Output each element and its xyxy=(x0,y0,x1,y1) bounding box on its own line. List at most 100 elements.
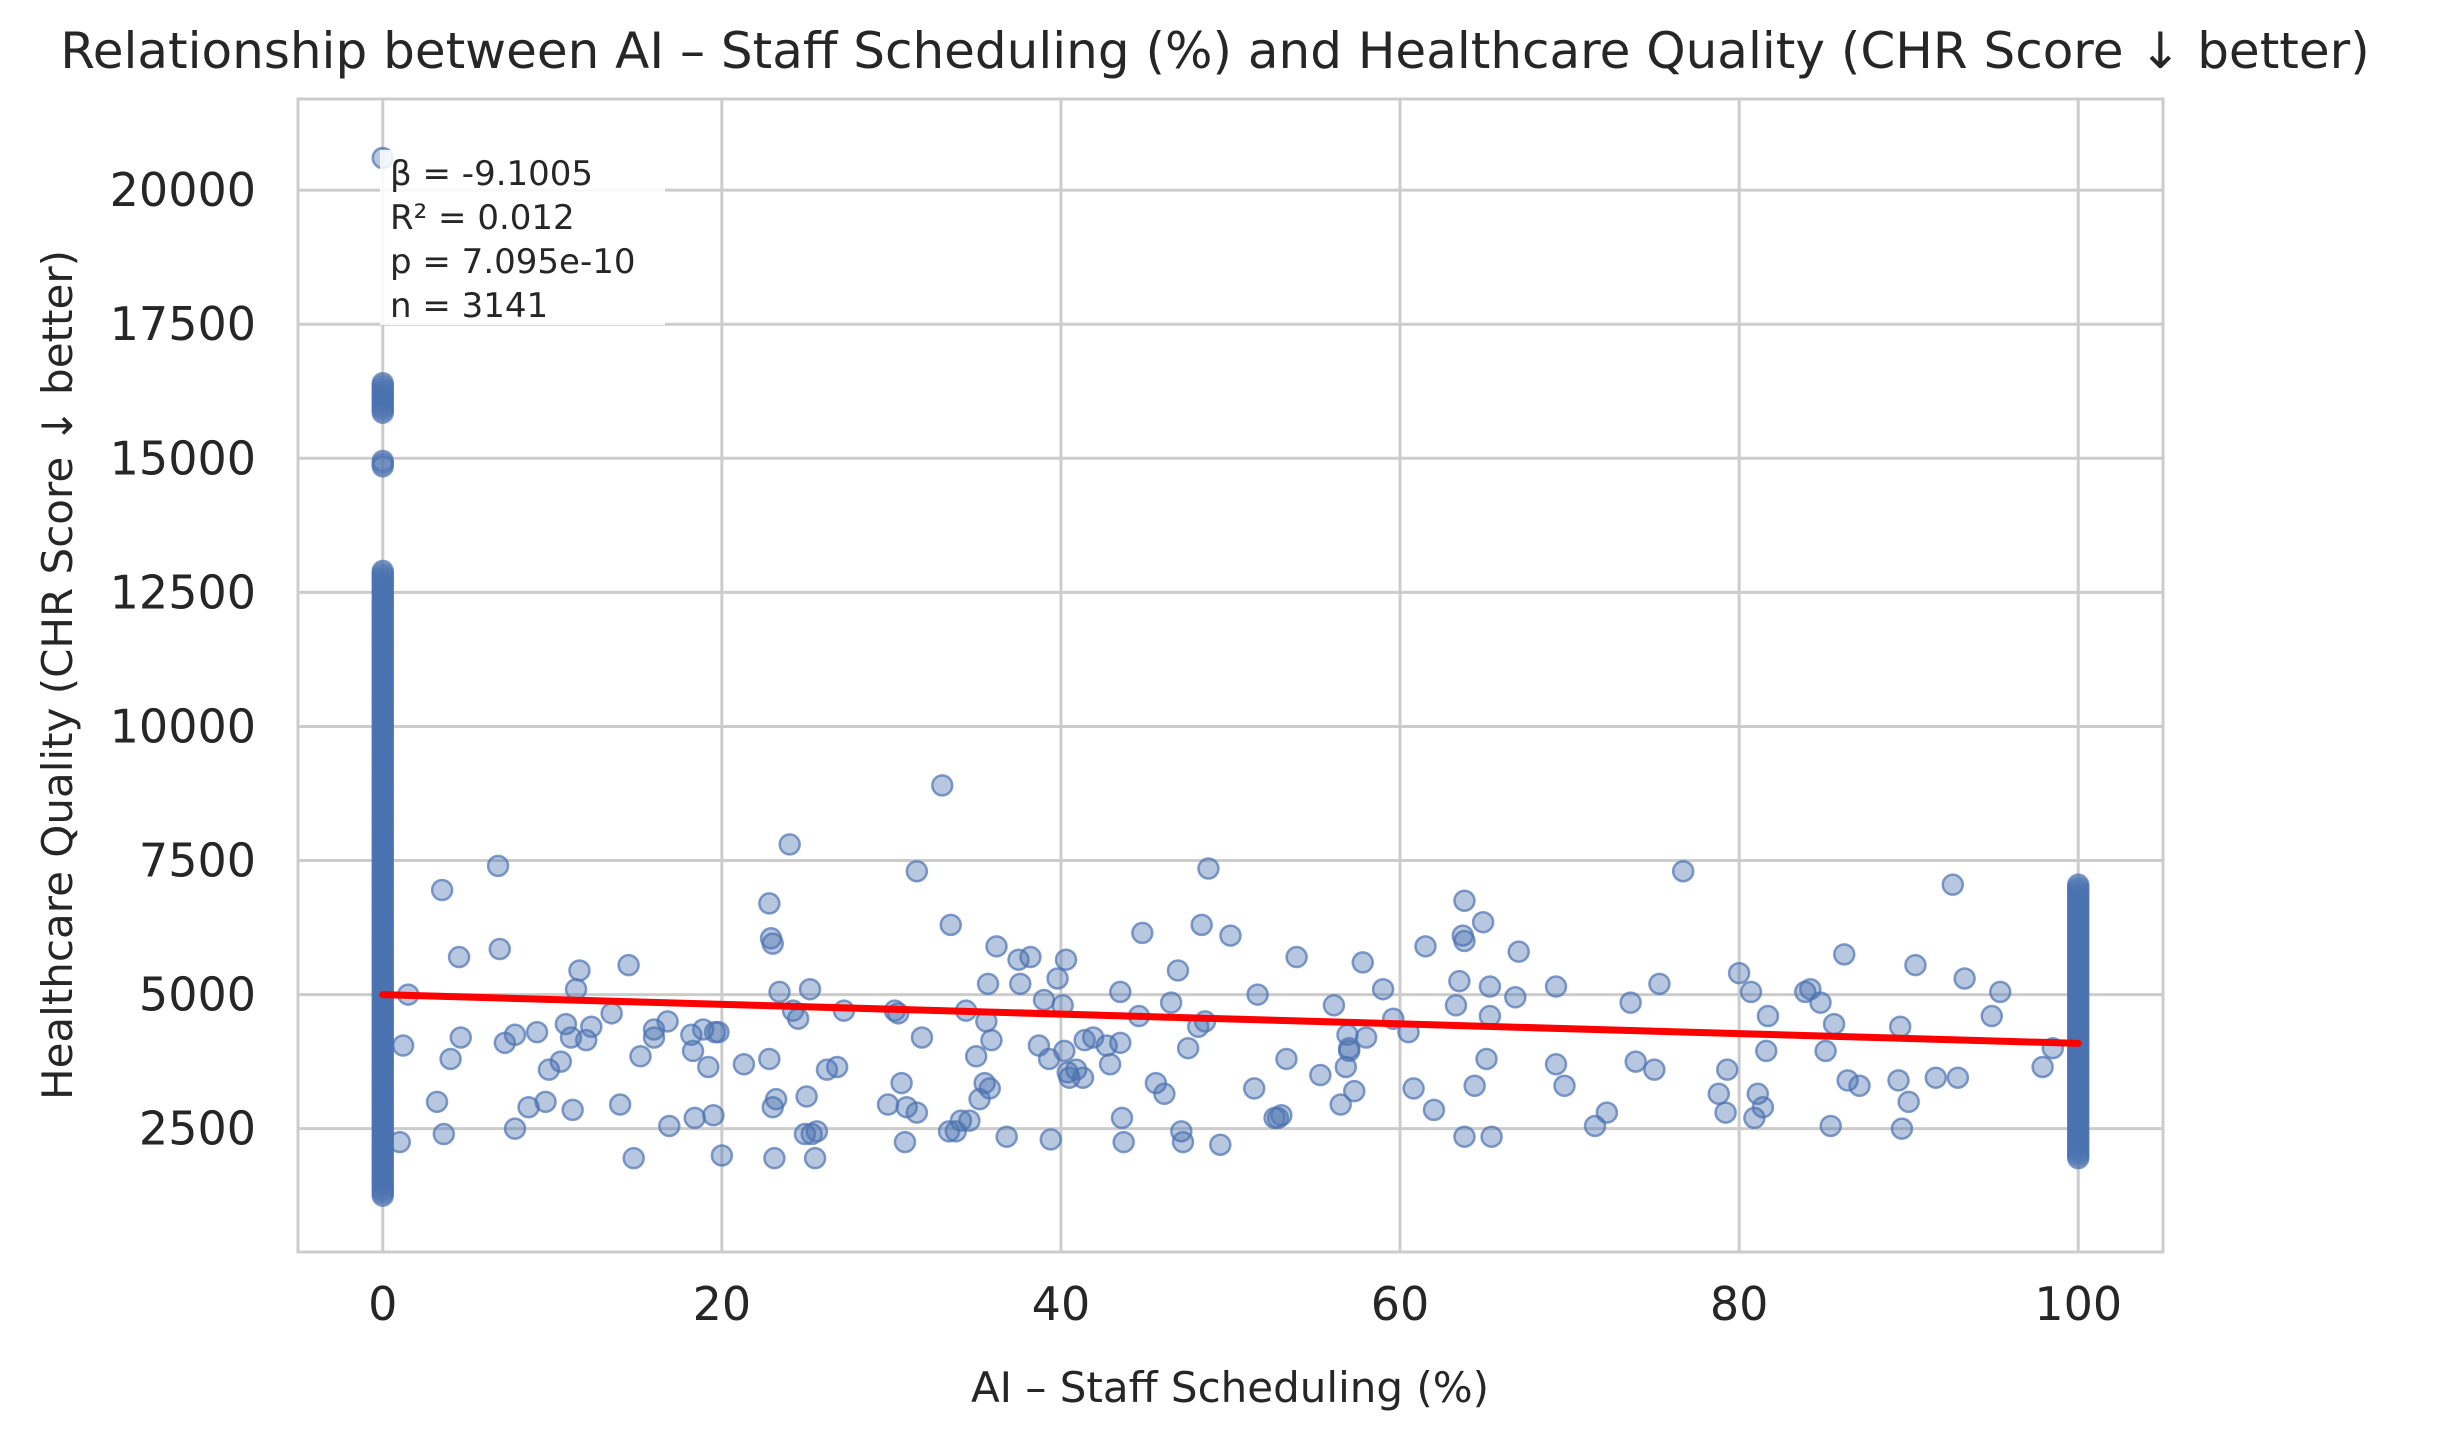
data-point xyxy=(1053,1039,1076,1063)
y-tick-label: 2500 xyxy=(139,1102,256,1156)
data-point xyxy=(488,937,512,961)
data-point xyxy=(825,1055,849,1079)
data-point xyxy=(1544,1053,1568,1076)
data-point xyxy=(1648,972,1671,996)
stat-n: n = 3141 xyxy=(390,286,548,326)
data-point xyxy=(1110,1106,1134,1130)
data-point xyxy=(1337,1036,1361,1060)
data-point xyxy=(1453,889,1476,912)
data-point xyxy=(980,1028,1003,1052)
data-point xyxy=(890,1071,913,1095)
data-point xyxy=(430,878,454,902)
data-point xyxy=(554,1012,578,1036)
data-point xyxy=(1309,1063,1332,1087)
data-point xyxy=(1242,1077,1266,1100)
data-point xyxy=(425,1090,449,1114)
data-point xyxy=(1553,1074,1576,1098)
x-axis-label: AI – Staff Scheduling (%) xyxy=(971,1363,1489,1412)
data-point xyxy=(795,1085,818,1108)
data-point xyxy=(732,1053,756,1076)
data-point xyxy=(561,1098,584,1122)
data-point xyxy=(447,945,471,969)
data-point xyxy=(1351,951,1374,974)
data-point xyxy=(1504,986,1527,1009)
data-point xyxy=(549,1050,573,1073)
data-point xyxy=(1270,1103,1293,1127)
data-point xyxy=(1836,1069,1859,1092)
data-point xyxy=(1624,1050,1647,1073)
data-point xyxy=(1109,980,1132,1004)
data-point xyxy=(1544,975,1568,998)
data-point xyxy=(1197,857,1220,880)
stat-beta: β = -9.1005 xyxy=(390,154,593,194)
data-point xyxy=(629,1045,652,1068)
data-point xyxy=(798,977,822,1001)
data-point xyxy=(1209,1133,1232,1156)
data-point xyxy=(1098,1053,1122,1076)
data-point xyxy=(1619,991,1642,1014)
data-point xyxy=(2066,873,2090,896)
data-point xyxy=(710,1144,734,1167)
stat-p: p = 7.095e-10 xyxy=(390,242,635,282)
data-point xyxy=(1171,1130,1195,1154)
y-tick-label: 20000 xyxy=(110,163,256,217)
data-point xyxy=(761,932,784,955)
data-point xyxy=(449,1026,473,1049)
data-point xyxy=(1329,1093,1352,1116)
tick-labels: 0 20 40 60 80 100 2500 5000 7500 10000 12500 15000 1… xyxy=(110,163,2122,1331)
data-point xyxy=(1716,1058,1739,1081)
data-point xyxy=(995,1125,1018,1148)
data-point xyxy=(876,1093,900,1116)
data-point xyxy=(537,1058,561,1081)
x-tick-label: 100 xyxy=(2034,1277,2122,1331)
data-point xyxy=(574,1028,598,1052)
data-point xyxy=(1946,1066,1970,1089)
data-point xyxy=(1833,943,1856,966)
data-point xyxy=(1988,980,2012,1004)
data-point xyxy=(642,1026,666,1049)
data-point xyxy=(964,1045,988,1068)
x-tick-label: 0 xyxy=(368,1277,397,1331)
data-point xyxy=(432,1122,456,1146)
data-point xyxy=(1887,1069,1910,1092)
data-point xyxy=(985,935,1008,958)
data-point xyxy=(702,1103,725,1127)
data-point xyxy=(617,953,640,977)
data-point xyxy=(486,854,510,878)
data-point xyxy=(1343,1079,1366,1103)
data-point xyxy=(931,774,954,797)
data-point xyxy=(939,913,962,937)
data-point xyxy=(608,1093,632,1116)
regression-line xyxy=(379,991,2082,1047)
data-point xyxy=(1009,972,1032,996)
data-point xyxy=(503,1023,527,1047)
data-point xyxy=(680,1023,703,1047)
y-tick-label: 5000 xyxy=(139,968,256,1022)
data-point xyxy=(1595,1101,1619,1124)
data-point xyxy=(1822,1012,1846,1036)
data-point xyxy=(1671,859,1695,883)
data-point xyxy=(1756,1004,1780,1028)
data-point xyxy=(1707,1082,1731,1106)
data-point xyxy=(1219,924,1242,947)
data-point xyxy=(1809,991,1832,1014)
data-point xyxy=(1285,945,1308,969)
data-point xyxy=(1897,1090,1920,1114)
data-point xyxy=(371,371,395,395)
data-point xyxy=(600,1002,623,1025)
data-point xyxy=(978,1077,1001,1100)
data-point xyxy=(905,1101,929,1124)
data-point xyxy=(1739,980,1763,1004)
regression-line-layer xyxy=(379,991,2082,1047)
data-point xyxy=(893,1130,917,1154)
data-point xyxy=(580,1015,603,1039)
data-point xyxy=(905,859,929,883)
stats-box: β = -9.1005 R² = 0.012 p = 7.095e-10 n =… xyxy=(380,150,665,326)
x-tick-label: 80 xyxy=(1710,1277,1769,1331)
data-point xyxy=(439,1047,462,1071)
data-point xyxy=(1480,1125,1503,1148)
data-point xyxy=(371,449,395,473)
data-point xyxy=(683,1106,706,1130)
data-point xyxy=(1159,991,1183,1014)
